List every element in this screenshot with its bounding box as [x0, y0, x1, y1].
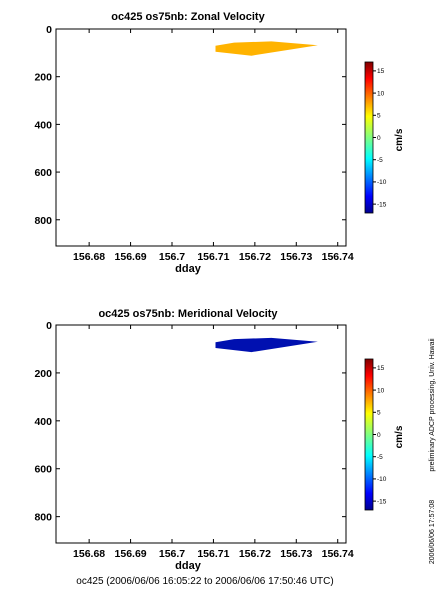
x-axis-label: dday	[175, 263, 202, 275]
colorbar-tick-label: 15	[377, 68, 385, 75]
colorbar-tick-label: -5	[377, 454, 383, 461]
colorbar-tick-label: 0	[377, 432, 381, 439]
y-tick-label: 600	[34, 167, 52, 179]
y-tick-label: 0	[46, 24, 52, 36]
chart-title: oc425 os75nb: Meridional Velocity	[98, 308, 278, 320]
x-tick-label: 156.69	[115, 251, 147, 263]
meridional-velocity-panel: oc425 os75nb: Meridional Velocity 156.68…	[34, 308, 405, 572]
x-axis-label: dday	[175, 560, 202, 572]
plot-frame	[55, 324, 347, 544]
x-tick-label: 156.69	[115, 548, 147, 560]
colorbar-tick-label: 0	[377, 135, 381, 142]
x-tick-label: 156.71	[197, 251, 229, 263]
colorbar-label: cm/s	[394, 425, 405, 448]
x-tick-label: 156.73	[280, 251, 312, 263]
y-ticks	[56, 28, 346, 221]
x-tick-label: 156.74	[322, 548, 354, 560]
colorbar-tick-label: 5	[377, 113, 381, 120]
x-tick-label: 156.71	[197, 548, 229, 560]
x-tick-label: 156.7	[159, 548, 185, 560]
x-tick-label: 156.72	[239, 251, 271, 263]
y-tick-label: 800	[34, 215, 52, 227]
velocity-patch	[215, 337, 318, 353]
colorbar-tick-label: -5	[377, 157, 383, 164]
timestamp: 2006/06/06 17:57:08	[429, 500, 436, 564]
colorbar-tick-label: 5	[377, 410, 381, 417]
colorbar-ticks	[373, 70, 376, 205]
y-tick-label: 0	[46, 320, 52, 332]
y-tick-label: 400	[34, 119, 52, 131]
y-tick-label: 200	[34, 368, 52, 380]
velocity-patch	[215, 41, 318, 56]
colorbar-tick-label: 15	[377, 365, 385, 372]
plot-frame	[55, 28, 347, 247]
colorbar-tick-label: 10	[377, 90, 385, 97]
colorbar	[364, 358, 374, 511]
x-ticks	[88, 325, 339, 543]
colorbar-tick-label: -10	[377, 179, 387, 186]
colorbar-label: cm/s	[394, 128, 405, 151]
colorbar-tick-label: -10	[377, 476, 387, 483]
colorbar-tick-label: -15	[377, 201, 387, 208]
x-tick-label: 156.73	[280, 548, 312, 560]
colorbar-tick-label: 10	[377, 387, 385, 394]
x-tick-label: 156.74	[322, 251, 354, 263]
x-tick-label: 156.68	[73, 548, 105, 560]
y-tick-label: 400	[34, 416, 52, 428]
processing-note: preliminary ADCP processing, Univ. Hawai…	[429, 338, 436, 472]
x-tick-label: 156.72	[239, 548, 271, 560]
x-ticks	[88, 29, 339, 246]
colorbar-ticks	[373, 367, 376, 502]
x-tick-label: 156.7	[159, 251, 185, 263]
time-range-footer: oc425 (2006/06/06 16:05:22 to 2006/06/06…	[76, 576, 333, 587]
chart-title: oc425 os75nb: Zonal Velocity	[111, 11, 265, 23]
zonal-velocity-panel: oc425 os75nb: Zonal Velocity 156.68 156.…	[34, 11, 405, 275]
x-tick-label: 156.68	[73, 251, 105, 263]
y-tick-label: 600	[34, 464, 52, 476]
colorbar-tick-label: -15	[377, 498, 387, 505]
y-tick-label: 800	[34, 512, 52, 524]
y-tick-label: 200	[34, 72, 52, 84]
y-ticks	[56, 324, 346, 518]
colorbar	[364, 61, 374, 214]
